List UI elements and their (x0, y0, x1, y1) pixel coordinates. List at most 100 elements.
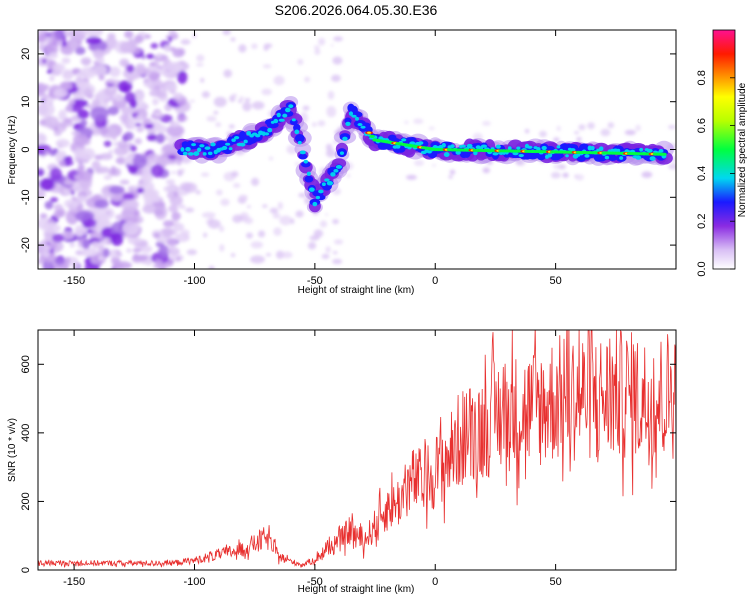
spectrogram-cell (165, 179, 176, 185)
colorbar: 0.0 0.2 0.4 0.6 0.8 Normalized spectral ampl… (696, 29, 748, 277)
spectrogram-cell (244, 217, 254, 225)
snr-y-tick-label: 200 (20, 492, 32, 510)
spectrogram-cell (94, 199, 109, 209)
spectrogram-cell (186, 249, 198, 256)
snr-y-tick-label: 0 (20, 567, 32, 573)
trace-cell (547, 152, 553, 158)
trace-cell (228, 147, 233, 151)
spectrogram-cell (134, 92, 144, 101)
trace-cell (298, 153, 308, 160)
spectrogram-cell (246, 205, 251, 209)
spectrogram-cell (295, 210, 304, 218)
spectrogram-cell (65, 256, 71, 264)
trace-cell (182, 151, 188, 156)
spectrogram-cell (587, 122, 595, 130)
spectrogram-cell (220, 198, 230, 206)
trace-cell (261, 131, 266, 136)
trace-cell (649, 156, 656, 161)
spectrogram-cell (156, 124, 168, 134)
spectrogram-trace (172, 95, 674, 214)
spectrogram-cell (309, 235, 320, 241)
spectrogram-cell (63, 117, 73, 124)
spectrogram-cell (325, 143, 333, 151)
spectrogram-cell (155, 90, 168, 99)
spectrogram-cell (290, 218, 295, 225)
spectrogram-cell (180, 39, 191, 45)
spectrogram-cell (215, 189, 223, 196)
spectrogram-cell (105, 211, 111, 215)
spectrogram-cell (113, 93, 124, 102)
trace-cell (202, 152, 207, 156)
trace-cell (207, 151, 213, 156)
spectrogram-x-axis-label: Height of straight line (km) (298, 285, 415, 296)
spectrogram-cell (156, 133, 165, 144)
trace-cell (321, 182, 326, 187)
spectrogram-cell (120, 198, 139, 211)
trace-cell (639, 147, 644, 152)
spectrogram-cell (189, 99, 196, 103)
trace-cell (210, 142, 216, 147)
trace-cell (231, 138, 236, 142)
spectrogram-cell (222, 30, 231, 36)
spectrogram-cell (668, 124, 676, 130)
trace-cell (303, 159, 309, 164)
trace-cell (297, 140, 302, 145)
trace-cell (608, 155, 618, 162)
spectrogram-cell (432, 163, 436, 167)
trace-cell (180, 147, 185, 152)
spectrogram-cell (38, 259, 45, 265)
spectrogram-cell (262, 204, 268, 208)
spectrogram-cell (326, 106, 337, 118)
spectrogram-cell (64, 31, 76, 38)
spectrogram-cell (132, 248, 142, 253)
trace-cell (516, 146, 521, 150)
trace-cell (185, 146, 191, 152)
spectrogram-cell (171, 211, 181, 221)
spectrogram-cell (231, 171, 239, 178)
spectrogram-cell (140, 245, 153, 253)
trace-cell (348, 111, 354, 116)
spectrogram-cell (120, 140, 125, 145)
spectrogram-cell (574, 174, 578, 178)
spectrogram-cell (232, 93, 238, 98)
trace-cell (273, 118, 279, 124)
spectrogram-x-tick-label: 50 (549, 275, 561, 287)
spectrogram-cell (318, 37, 326, 46)
snr-x-tick-label: -50 (307, 576, 323, 588)
trace-cell (324, 178, 330, 182)
spectrogram-cell (54, 30, 65, 40)
spectrogram-cell (85, 36, 102, 45)
spectrogram-cell (38, 82, 48, 94)
spectrogram-cell (163, 185, 177, 193)
snr-x-tick-label: 0 (432, 576, 438, 588)
spectrogram-cell (146, 133, 158, 142)
spectrogram-cell (115, 249, 121, 256)
spectrogram-cell (158, 245, 170, 258)
spectrogram-cell (201, 212, 216, 219)
spectrogram-cell (110, 232, 124, 246)
spectrogram-cell (203, 232, 208, 238)
spectrogram-cell (152, 98, 159, 106)
snr-x-tick-label: -100 (183, 576, 205, 588)
spectrogram-cell (333, 36, 344, 42)
spectrogram-cell (163, 44, 171, 52)
spectrogram-cell (482, 120, 491, 126)
spectrogram-cell (607, 122, 615, 129)
spectrogram-cell (311, 122, 317, 127)
trace-cell (351, 114, 357, 118)
spectrogram-cell (578, 124, 586, 131)
spectrogram-cell (208, 265, 215, 269)
spectrogram-cell (176, 110, 184, 115)
spectrogram-cell (428, 126, 435, 130)
spectrogram-cell (113, 146, 128, 156)
spectrogram-cell (250, 255, 265, 264)
spectrogram-cell (246, 232, 253, 239)
spectrogram-cell (73, 264, 79, 269)
spectrogram-cell (90, 257, 97, 264)
spectrogram-cell (132, 253, 140, 260)
trace-cell (267, 127, 273, 133)
spectrogram-cell (42, 250, 51, 258)
spectrogram-cell (44, 200, 54, 210)
colorbar-tick-label: 0.2 (696, 214, 708, 229)
spectrogram-cell (317, 120, 326, 127)
